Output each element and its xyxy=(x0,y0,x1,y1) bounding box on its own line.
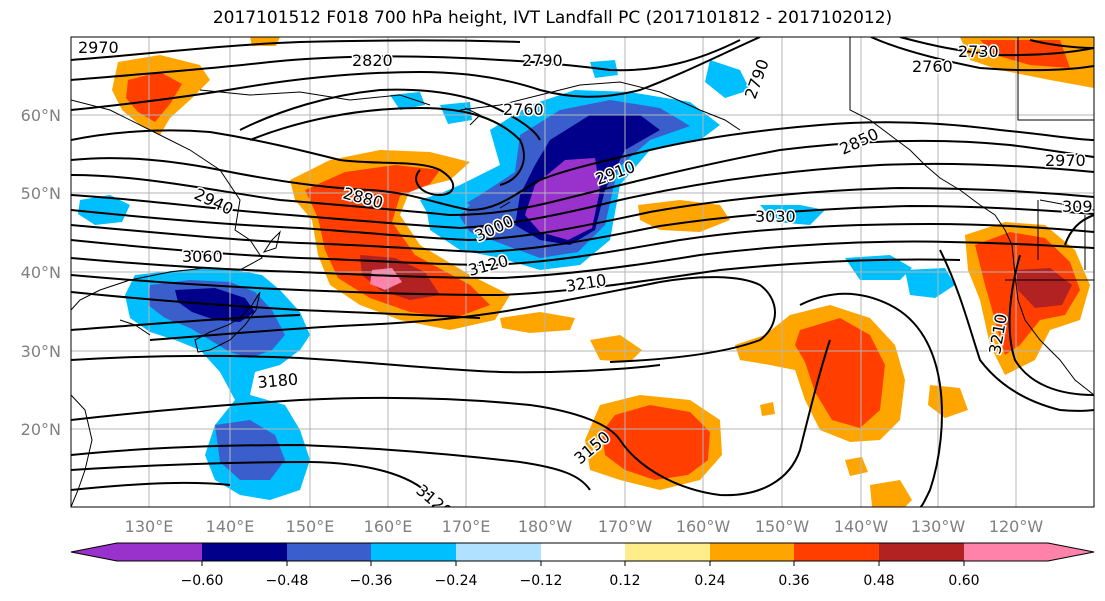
contour-label-c2730: 2730 xyxy=(958,42,999,61)
lat-label: 40°N xyxy=(21,263,61,282)
colorbar-tick-label: −0.36 xyxy=(350,573,393,589)
colorbar-tick-label: −0.60 xyxy=(181,573,224,589)
colorbar-segment xyxy=(1048,543,1094,561)
map-panel: 2970 2820 2790 2760 2790 2730 2760 2850 … xyxy=(71,37,1094,507)
lat-labels: 60°N 50°N 40°N 30°N 20°N xyxy=(21,106,61,439)
gridlines xyxy=(71,37,1094,507)
contour-label-c2970e: 2970 xyxy=(1045,151,1086,170)
colorbar-tick-label: 0.36 xyxy=(778,573,809,589)
lon-label: 140°E xyxy=(206,517,255,536)
contour-label-c2970w: 2970 xyxy=(78,38,119,57)
lat-label: 60°N xyxy=(21,106,61,125)
colorbar-tick-label: 0.24 xyxy=(694,573,725,589)
contour-label-c2820: 2820 xyxy=(352,51,393,70)
contour-label-c3030: 3030 xyxy=(755,207,796,226)
lon-label: 150°W xyxy=(755,517,810,536)
colorbar-outline xyxy=(70,542,1095,562)
contour-label-c3060: 3060 xyxy=(182,247,223,266)
colorbar-tick-label: 0.48 xyxy=(863,573,894,589)
lon-label: 180°W xyxy=(518,517,573,536)
height-contours xyxy=(71,37,1094,507)
colorbar-segment xyxy=(71,543,117,561)
lat-label: 50°N xyxy=(21,184,61,203)
coastlines xyxy=(71,37,1094,507)
lat-label: 30°N xyxy=(21,342,61,361)
lon-label: 130°W xyxy=(911,517,966,536)
colorbar-tick-label: −0.24 xyxy=(435,573,478,589)
map-frame xyxy=(70,36,1095,508)
colorbar-segment xyxy=(710,543,794,561)
colorbar-segment xyxy=(371,543,456,561)
colorbar-tick-label: −0.48 xyxy=(266,573,309,589)
lat-label: 20°N xyxy=(21,420,61,439)
colorbar-segment xyxy=(456,543,541,561)
colorbar-segment xyxy=(625,543,710,561)
lon-labels: 130°E 140°E 150°E 160°E 170°E 180°W 170°… xyxy=(125,517,1044,536)
colorbar-segment xyxy=(202,543,287,561)
colorbar-segment xyxy=(287,543,371,561)
colorbar-tick-label: 0.60 xyxy=(948,573,979,589)
lon-label: 120°W xyxy=(989,517,1044,536)
colorbar-segment xyxy=(541,543,625,561)
lon-label: 130°E xyxy=(125,517,174,536)
colorbar: −0.60 −0.48 −0.36 −0.24 −0.12 0.12 0.24 … xyxy=(70,542,1095,589)
colorbar-segment xyxy=(964,543,1048,561)
colorbar-segment xyxy=(794,543,879,561)
lon-label: 170°E xyxy=(442,517,491,536)
contour-label-c2760e: 2760 xyxy=(912,57,953,76)
contour-label-c309: 309 xyxy=(1062,197,1093,216)
lon-label: 140°W xyxy=(834,517,889,536)
colorbar-tick-label: 0.12 xyxy=(609,573,640,589)
contour-label-c3180: 3180 xyxy=(257,370,299,392)
lon-label: 160°W xyxy=(676,517,731,536)
lon-label: 150°E xyxy=(286,517,335,536)
map-title: 2017101512 F018 700 hPa height, IVT Land… xyxy=(212,8,893,28)
colorbar-segment xyxy=(879,543,964,561)
lon-label: 170°W xyxy=(598,517,653,536)
contour-label-c2790: 2790 xyxy=(522,51,563,70)
contour-label-c2760: 2760 xyxy=(503,100,544,119)
colorbar-tick-label: −0.12 xyxy=(520,573,563,589)
colorbar-segment xyxy=(117,543,202,561)
lon-label: 160°E xyxy=(364,517,413,536)
